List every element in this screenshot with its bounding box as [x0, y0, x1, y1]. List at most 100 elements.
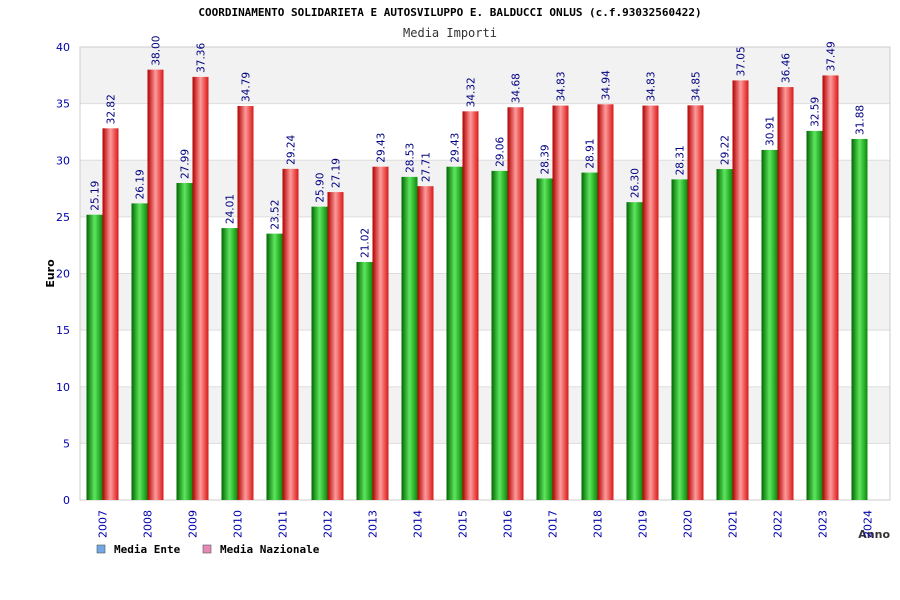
data-label: 26.19	[135, 169, 147, 199]
data-label: 32.59	[810, 97, 822, 127]
bar-media-ente-2013	[357, 262, 373, 500]
data-label: 34.32	[466, 77, 478, 107]
bar-media-ente-2016	[492, 171, 508, 500]
data-label: 34.68	[511, 73, 523, 103]
bar-media-ente-2018	[582, 173, 598, 500]
y-tick-label: 40	[56, 41, 70, 54]
y-tick-label: 15	[56, 324, 70, 337]
x-tick-label: 2019	[637, 510, 650, 538]
x-tick-label: 2017	[547, 510, 560, 538]
data-label: 28.31	[675, 145, 687, 175]
bar-media-nazionale-2020	[688, 105, 704, 500]
data-label: 34.85	[691, 71, 703, 101]
bar-media-nazionale-2013	[373, 167, 389, 500]
bar-media-nazionale-2018	[598, 104, 614, 500]
bar-media-nazionale-2019	[643, 106, 659, 500]
data-label: 29.24	[286, 134, 298, 164]
y-tick-label: 0	[63, 494, 70, 507]
bar-media-nazionale-2017	[553, 106, 569, 500]
x-tick-label: 2014	[412, 510, 425, 538]
x-tick-label: 2016	[502, 510, 515, 538]
x-tick-label: 2018	[592, 510, 605, 538]
bar-media-ente-2011	[267, 234, 283, 500]
y-tick-label: 20	[56, 268, 70, 281]
data-label: 32.82	[106, 94, 118, 124]
data-label: 37.05	[736, 46, 748, 76]
data-label: 29.43	[450, 133, 462, 163]
data-label: 28.39	[540, 144, 552, 174]
bar-media-ente-2020	[672, 179, 688, 500]
x-tick-label: 2007	[97, 510, 110, 538]
bar-media-nazionale-2009	[193, 77, 209, 500]
x-tick-label: 2022	[772, 510, 785, 538]
y-axis-label: Euro	[44, 259, 57, 288]
y-tick-label: 5	[63, 437, 70, 450]
x-tick-label: 2021	[727, 510, 740, 538]
data-label: 25.90	[315, 173, 327, 203]
x-tick-label: 2015	[457, 510, 470, 538]
data-label: 31.88	[855, 105, 867, 135]
bar-media-ente-2009	[177, 183, 193, 500]
bar-media-nazionale-2010	[238, 106, 254, 500]
bar-media-ente-2012	[312, 207, 328, 500]
y-tick-label: 10	[56, 381, 70, 394]
bar-media-nazionale-2012	[328, 192, 344, 500]
data-label: 27.19	[331, 158, 343, 188]
bar-media-ente-2019	[627, 202, 643, 500]
data-label: 24.01	[225, 194, 237, 224]
data-label: 37.36	[196, 43, 208, 73]
y-tick-label: 30	[56, 154, 70, 167]
data-label: 34.83	[646, 71, 658, 101]
x-tick-label: 2010	[232, 510, 245, 538]
data-label: 28.91	[585, 139, 597, 169]
bar-media-nazionale-2022	[778, 87, 794, 500]
data-label: 21.02	[360, 228, 372, 258]
data-label: 29.22	[720, 135, 732, 165]
bar-media-nazionale-2021	[733, 80, 749, 500]
bar-media-nazionale-2011	[283, 169, 299, 500]
x-tick-label: 2011	[277, 510, 290, 538]
x-tick-label: 2013	[367, 510, 380, 538]
data-label: 30.91	[765, 116, 777, 146]
bar-media-nazionale-2023	[823, 75, 839, 500]
x-tick-label: 2024	[862, 510, 875, 538]
y-tick-label: 25	[56, 211, 70, 224]
x-tick-label: 2020	[682, 510, 695, 538]
data-label: 26.30	[630, 168, 642, 198]
bar-media-ente-2017	[537, 178, 553, 500]
legend-label: Media Ente	[114, 543, 181, 556]
legend-swatch	[97, 545, 105, 553]
data-label: 34.83	[556, 71, 568, 101]
bar-media-ente-2022	[762, 150, 778, 500]
bar-media-ente-2015	[447, 167, 463, 500]
bar-media-ente-2023	[807, 131, 823, 500]
bar-media-ente-2007	[87, 215, 103, 500]
bar-media-ente-2024	[852, 139, 868, 500]
data-label: 27.71	[421, 152, 433, 182]
data-label: 25.19	[90, 181, 102, 211]
data-label: 37.49	[826, 41, 838, 71]
bar-media-nazionale-2015	[463, 111, 479, 500]
data-label: 28.53	[405, 143, 417, 173]
y-tick-label: 35	[56, 98, 70, 111]
data-label: 34.94	[601, 70, 613, 100]
data-label: 29.06	[495, 137, 507, 167]
bar-media-ente-2021	[717, 169, 733, 500]
data-label: 36.46	[781, 53, 793, 83]
bar-media-nazionale-2016	[508, 107, 524, 500]
data-label: 27.99	[180, 149, 192, 179]
x-tick-label: 2023	[817, 510, 830, 538]
legend-label: Media Nazionale	[220, 543, 320, 556]
data-label: 34.79	[241, 72, 253, 102]
bar-media-ente-2010	[222, 228, 238, 500]
data-label: 29.43	[376, 133, 388, 163]
legend-swatch	[203, 545, 211, 553]
x-tick-label: 2012	[322, 510, 335, 538]
bar-media-nazionale-2007	[103, 128, 119, 500]
data-label: 23.52	[270, 200, 282, 230]
bar-media-nazionale-2008	[148, 70, 164, 500]
bar-media-ente-2014	[402, 177, 418, 500]
x-tick-label: 2008	[142, 510, 155, 538]
